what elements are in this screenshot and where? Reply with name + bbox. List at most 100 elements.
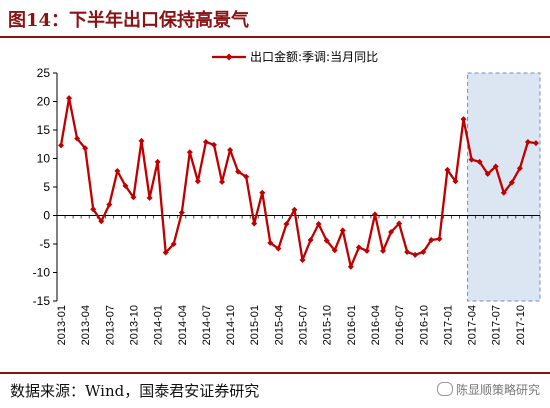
footer-divider	[0, 372, 550, 374]
data-point	[363, 247, 370, 254]
data-point	[428, 237, 435, 244]
data-point	[355, 244, 362, 251]
x-tick-label: 2016-04	[370, 305, 382, 345]
x-tick-label: 2015-01	[249, 305, 261, 345]
data-point	[299, 256, 306, 263]
data-point	[106, 201, 113, 208]
y-tick-label: 15	[37, 123, 51, 137]
data-point	[194, 178, 201, 185]
data-point	[524, 138, 531, 145]
data-point	[516, 165, 523, 172]
data-point	[154, 158, 161, 165]
data-point	[74, 135, 81, 142]
data-point	[146, 194, 153, 201]
data-point	[251, 220, 258, 227]
y-tick-label: 10	[37, 152, 51, 166]
legend: 出口金额:季调:当月同比	[212, 49, 378, 64]
x-tick-label: 2014-01	[153, 305, 165, 345]
x-tick-label: 2014-07	[201, 305, 213, 345]
data-point	[275, 245, 282, 252]
x-tick-label: 2017-10	[515, 305, 527, 345]
x-tick-label: 2014-04	[177, 305, 189, 345]
data-point	[114, 168, 121, 175]
data-point	[315, 221, 322, 228]
data-point	[508, 179, 515, 186]
data-point	[380, 247, 387, 254]
data-point	[396, 220, 403, 227]
data-point	[90, 206, 97, 213]
data-point	[420, 248, 427, 255]
y-axis: -15 -10 -5 0 5 10 15 20 25	[33, 66, 58, 308]
y-tick-label: 0	[43, 209, 50, 223]
x-axis: 2013-01 2013-04 2013-07 2013-10 2014-01 2014-…	[56, 215, 541, 345]
x-tick-label: 2016-07	[394, 305, 406, 345]
watermark: 陈显顺策略研究	[436, 381, 540, 398]
data-point	[476, 158, 483, 165]
x-tick-label: 2016-10	[418, 305, 430, 345]
data-point	[331, 247, 338, 254]
x-tick-label: 2016-01	[346, 305, 358, 345]
x-tick-label: 2017-04	[467, 305, 479, 345]
data-point	[122, 182, 129, 189]
y-tick-label: 20	[37, 95, 51, 109]
data-point	[235, 168, 242, 175]
data-point	[436, 235, 443, 242]
series-line	[59, 96, 537, 268]
data-point	[98, 218, 105, 225]
legend-marker	[225, 53, 233, 61]
data-point	[444, 166, 451, 173]
data-point	[186, 149, 193, 156]
data-point	[452, 178, 459, 185]
data-point	[404, 248, 411, 255]
data-point	[219, 178, 226, 185]
data-point	[243, 173, 250, 180]
data-point	[339, 227, 346, 234]
x-tick-label: 2013-07	[104, 305, 116, 345]
x-tick-label: 2017-01	[442, 305, 454, 345]
data-point	[210, 141, 217, 148]
plot-area	[58, 95, 539, 270]
y-tick-label: 25	[37, 66, 51, 80]
data-point	[307, 237, 314, 244]
data-point	[259, 189, 266, 196]
title-divider	[0, 36, 550, 38]
data-point	[388, 229, 395, 236]
data-point	[66, 95, 73, 102]
data-point	[532, 140, 539, 147]
data-point	[130, 194, 137, 201]
data-point	[82, 145, 89, 152]
data-point	[323, 237, 330, 244]
data-point	[468, 156, 475, 163]
figure-title: 图14：下半年出口保持高景气	[8, 10, 250, 31]
wechat-icon	[436, 382, 453, 396]
data-point	[412, 251, 419, 258]
data-point	[500, 189, 507, 196]
y-tick-label: -15	[33, 294, 51, 308]
legend-label: 出口金额:季调:当月同比	[250, 49, 378, 64]
x-tick-label: 2017-07	[491, 305, 503, 345]
data-point	[371, 211, 378, 218]
data-point	[283, 221, 290, 228]
line-chart: -15 -10 -5 0 5 10 15 20 25 2013-01 2013-04 2013-07…	[33, 49, 541, 345]
data-point	[460, 116, 467, 123]
data-point	[58, 142, 65, 149]
x-tick-label: 2014-10	[225, 305, 237, 345]
x-tick-label: 2013-01	[56, 305, 68, 345]
data-point	[492, 163, 499, 170]
source-note: 数据来源：Wind，国泰君安证券研究	[10, 382, 260, 400]
data-point	[162, 249, 169, 256]
data-point	[178, 209, 185, 216]
x-tick-label: 2015-07	[298, 305, 310, 345]
data-point	[484, 170, 491, 177]
y-tick-label: -10	[33, 266, 51, 280]
x-tick-label: 2013-04	[80, 305, 92, 345]
x-tick-label: 2015-04	[273, 305, 285, 345]
data-point	[227, 146, 234, 153]
y-tick-label: 5	[43, 180, 50, 194]
data-point	[170, 241, 177, 247]
y-tick-label: -5	[39, 237, 50, 251]
data-point	[347, 263, 354, 270]
data-point	[138, 137, 145, 144]
x-tick-label: 2013-10	[128, 305, 140, 345]
watermark-text: 陈显顺策略研究	[455, 383, 540, 397]
